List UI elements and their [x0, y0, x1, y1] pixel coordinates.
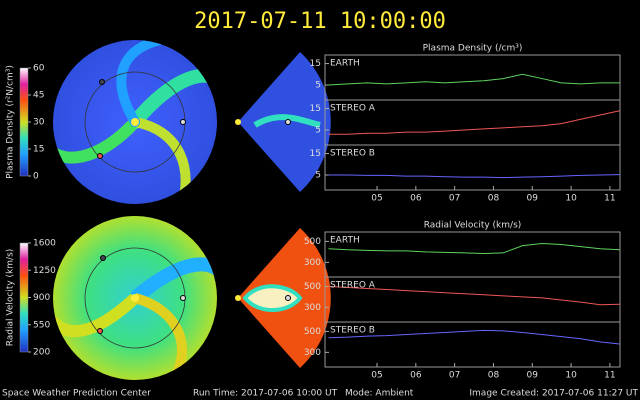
y-tick-label: 15: [310, 59, 321, 69]
velocity-map: [53, 216, 331, 380]
y-tick-label: 15: [310, 104, 321, 114]
panel-frame: [324, 54, 621, 101]
colorbar-tick-label: 60: [33, 64, 45, 74]
panel-label: STEREO A: [330, 104, 376, 114]
x-tick-label: 05: [371, 371, 382, 381]
colorbar-label: Plasma Density (r²N/cm³): [6, 65, 16, 179]
x-tick-label: 10: [565, 371, 577, 381]
footer-center: Space Weather Prediction Center: [2, 389, 151, 399]
panel-frame: [324, 144, 621, 191]
panel-label: EARTH: [330, 236, 360, 246]
panel-frame: [324, 321, 621, 368]
footer-run: Run Time: 2017-07-06 10:00 UT: [193, 389, 338, 399]
y-tick-label: 500: [304, 327, 321, 337]
panel-label: EARTH: [330, 59, 360, 69]
series-line: [328, 174, 620, 179]
y-tick-label: 300: [304, 348, 321, 358]
colorbar-tick-label: 200: [33, 348, 50, 358]
y-tick-label: 500: [304, 282, 321, 292]
series-line: [328, 285, 620, 306]
x-tick-label: 09: [527, 194, 539, 204]
colorbar-tick-label: 550: [33, 320, 50, 330]
y-tick-label: 5: [315, 81, 321, 91]
x-tick-label: 09: [527, 371, 539, 381]
series-line: [328, 243, 620, 254]
colorbar: [19, 242, 29, 353]
colorbar-label: Radial Velocity (km/s): [6, 249, 16, 347]
colorbar-tick-label: 0: [33, 172, 39, 182]
colorbar-tick-label: 1250: [33, 266, 56, 276]
panel-group-title: Plasma Density (/cm³): [423, 44, 523, 54]
x-tick-label: 11: [604, 371, 615, 381]
panel-frame: [324, 231, 621, 278]
panel-label: STEREO B: [330, 149, 375, 159]
footer-created: Image Created: 2017-07-06 11:27 UT: [469, 389, 638, 399]
panel-label: STEREO B: [330, 326, 375, 336]
y-tick-label: 5: [315, 126, 321, 136]
x-tick-label: 08: [488, 194, 500, 204]
timestamp: 2017-07-11 10:00:00: [194, 9, 446, 34]
y-tick-label: 300: [304, 303, 321, 313]
footer-mode: Mode: Ambient: [345, 389, 414, 399]
x-tick-label: 07: [449, 194, 460, 204]
panel-label: STEREO A: [330, 281, 376, 291]
colorbar: [19, 67, 29, 177]
panel-group-title: Radial Velocity (km/s): [424, 221, 522, 231]
colorbar-tick-label: 45: [33, 91, 44, 101]
colorbar-tick-label: 15: [33, 145, 44, 155]
x-tick-label: 06: [410, 194, 422, 204]
x-tick-label: 08: [488, 371, 500, 381]
x-tick-label: 10: [565, 194, 577, 204]
series-line: [328, 73, 620, 86]
colorbar-tick-label: 900: [33, 293, 50, 303]
y-tick-label: 15: [310, 149, 321, 159]
y-tick-label: 300: [304, 258, 321, 268]
x-tick-label: 07: [449, 371, 460, 381]
x-tick-label: 06: [410, 371, 422, 381]
y-tick-label: 5: [315, 171, 321, 181]
series-line: [328, 110, 620, 135]
x-tick-label: 11: [604, 194, 615, 204]
footer: Space Weather Prediction Center Run Time…: [2, 389, 638, 399]
colorbar-tick-label: 1600: [33, 239, 56, 249]
colorbar-tick-label: 30: [33, 118, 45, 128]
x-tick-label: 05: [371, 194, 382, 204]
y-tick-label: 500: [304, 237, 321, 247]
density-map: [53, 40, 331, 204]
series-line: [328, 329, 620, 345]
